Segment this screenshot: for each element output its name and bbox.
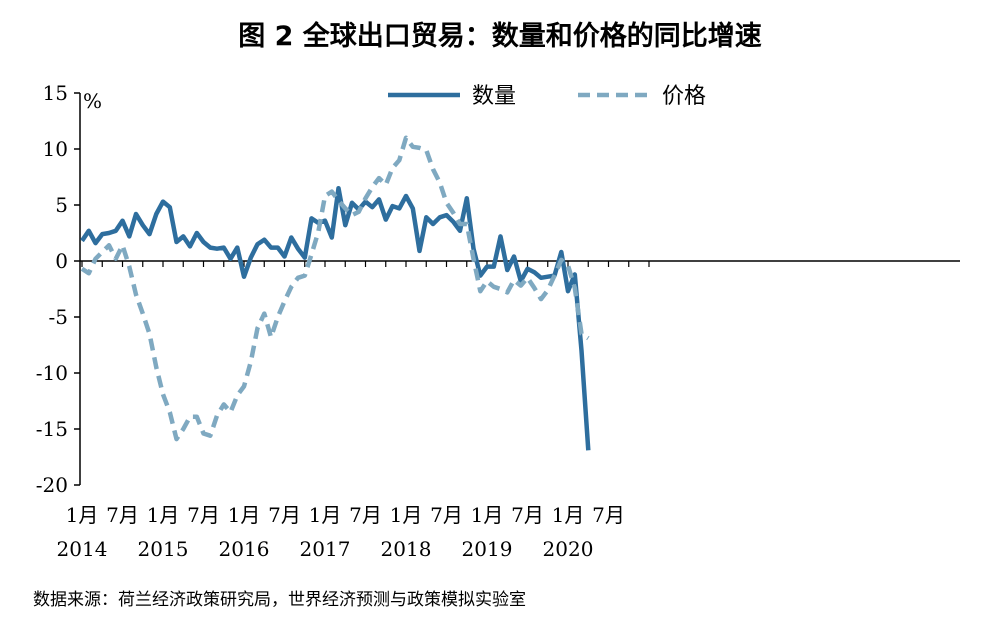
legend-label: 价格 [662,84,706,109]
x-tick-label-month: 7月 [430,503,463,527]
y-tick-label: 5 [55,193,68,217]
x-tick-label-year: 2015 [138,537,189,561]
x-tick-label-month: 7月 [106,503,139,527]
y-unit-label: % [83,89,102,113]
x-tick-label-year: 2014 [57,537,108,561]
x-tick-label-month: 7月 [592,503,625,527]
x-tick-label-month: 1月 [228,503,261,527]
x-tick-label-year: 2019 [462,537,513,561]
series-line-price [80,135,590,442]
x-tick-label-month: 1月 [390,503,423,527]
source-note: 数据来源：荷兰经济政策研究局，世界经济预测与政策模拟实验室 [33,590,526,610]
x-tick-label-month: 7月 [349,503,382,527]
x-tick-label-month: 1月 [309,503,342,527]
legend-label: 数量 [472,84,516,109]
x-tick-label-month: 7月 [187,503,220,527]
y-tick-label: -20 [36,473,68,497]
x-tick-label-month: 1月 [552,503,585,527]
x-tick-label-year: 2018 [381,537,432,561]
y-tick-label: -5 [49,305,68,329]
x-tick-label-year: 2016 [219,537,270,561]
x-tick-label-month: 1月 [471,503,504,527]
chart-title: 图 2 全球出口贸易：数量和价格的同比增速 [238,21,762,52]
y-tick-label: 10 [43,137,68,161]
x-tick-label-month: 1月 [147,503,180,527]
x-tick-label-year: 2017 [300,537,351,561]
x-tick-label-year: 2020 [543,537,594,561]
y-tick-label: -10 [36,361,68,385]
series-line-quantity [80,185,591,451]
y-tick-label: -15 [36,417,68,441]
x-tick-label-month: 7月 [268,503,301,527]
x-tick-label-month: 7月 [511,503,544,527]
y-tick-label: 15 [43,81,68,105]
y-tick-label: 0 [55,249,68,273]
x-tick-label-month: 1月 [66,503,99,527]
